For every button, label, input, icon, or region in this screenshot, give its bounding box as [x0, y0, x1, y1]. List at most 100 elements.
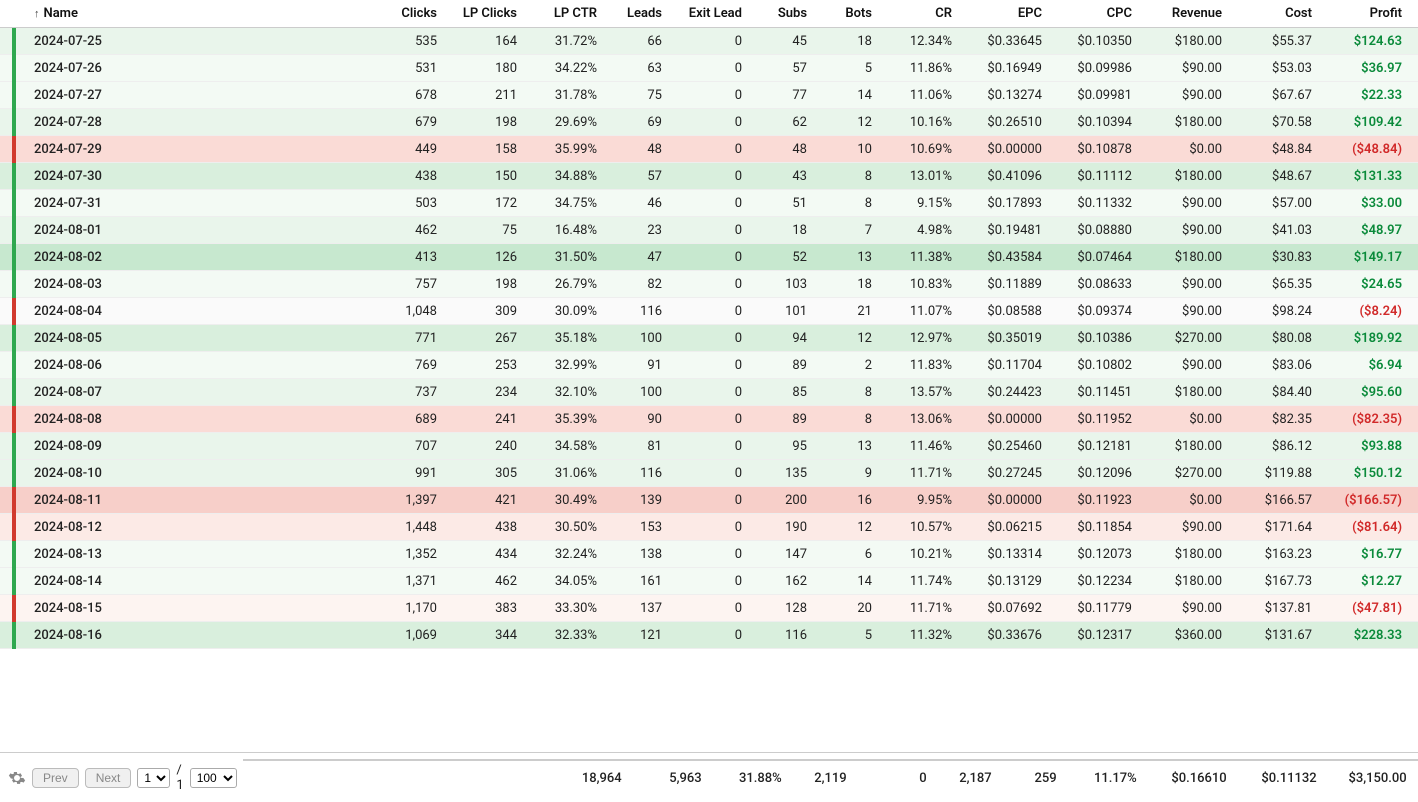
table-row[interactable]: 2024-08-0241312631.50%470521311.38%$0.43… — [0, 244, 1418, 271]
total-revenue: $3,150.00 — [1325, 760, 1415, 796]
col-leads[interactable]: Leads — [605, 0, 670, 28]
cell-name: 2024-08-08 — [0, 406, 380, 433]
table-row[interactable]: 2024-07-2653118034.22%63057511.86%$0.169… — [0, 55, 1418, 82]
cell-cost: $30.83 — [1230, 244, 1320, 271]
page-size-select[interactable]: 100 — [190, 768, 237, 788]
cell-lp_clicks: 434 — [445, 541, 525, 568]
col-cr[interactable]: CR — [880, 0, 960, 28]
cell-name: 2024-07-25 — [0, 28, 380, 55]
table-row[interactable]: 2024-07-2553516431.72%660451812.34%$0.33… — [0, 28, 1418, 55]
cell-roi: 269.83% — [1410, 163, 1418, 190]
table-row[interactable]: 2024-08-141,37146234.05%16101621411.74%$… — [0, 568, 1418, 595]
cell-profit: $48.97 — [1320, 217, 1410, 244]
cell-revenue: $90.00 — [1140, 352, 1230, 379]
profit-bar — [12, 595, 16, 622]
col-clicks[interactable]: Clicks — [380, 0, 445, 28]
cell-lp_ctr: 34.88% — [525, 163, 605, 190]
total-leads: 2,119 — [790, 760, 855, 796]
cell-lp_clicks: 421 — [445, 487, 525, 514]
col-cpc[interactable]: CPC — [1050, 0, 1140, 28]
cell-subs: 77 — [750, 82, 815, 109]
col-revenue[interactable]: Revenue — [1140, 0, 1230, 28]
cell-cpc: $0.09981 — [1050, 82, 1140, 109]
cell-epc: $0.27245 — [960, 460, 1050, 487]
cell-subs: 51 — [750, 190, 815, 217]
profit-bar — [12, 514, 16, 541]
cell-profit: $22.33 — [1320, 82, 1410, 109]
table-row[interactable]: 2024-08-041,04830930.09%11601012111.07%$… — [0, 298, 1418, 325]
cell-roi: 33.00% — [1410, 82, 1418, 109]
cell-bots: 21 — [815, 298, 880, 325]
cell-lp_clicks: 75 — [445, 217, 525, 244]
cell-leads: 57 — [605, 163, 670, 190]
table-row[interactable]: 2024-08-014627516.48%2301874.98%$0.19481… — [0, 217, 1418, 244]
cell-revenue: $90.00 — [1140, 55, 1230, 82]
cell-lp_clicks: 164 — [445, 28, 525, 55]
profit-bar — [12, 28, 16, 55]
cell-leads: 137 — [605, 595, 670, 622]
table-row[interactable]: 2024-08-151,17038333.30%13701282011.71%$… — [0, 595, 1418, 622]
cell-clicks: 503 — [380, 190, 445, 217]
page-select[interactable]: 1 — [137, 768, 170, 788]
col-exit_lead[interactable]: Exit Lead — [670, 0, 750, 28]
table-row[interactable]: 2024-08-111,39742130.49%1390200169.95%$0… — [0, 487, 1418, 514]
col-bots[interactable]: Bots — [815, 0, 880, 28]
prev-button[interactable]: Prev — [32, 768, 79, 788]
col-name[interactable]: ↑Name — [0, 0, 380, 28]
table-row[interactable]: 2024-08-0773723432.10%100085813.57%$0.24… — [0, 379, 1418, 406]
cell-profit: $36.97 — [1320, 55, 1410, 82]
cell-roi: 7.31% — [1410, 568, 1418, 595]
cell-clicks: 531 — [380, 55, 445, 82]
cell-cpc: $0.12073 — [1050, 541, 1140, 568]
gear-icon[interactable] — [8, 768, 26, 788]
table-row[interactable]: 2024-08-121,44843830.50%15301901210.57%$… — [0, 514, 1418, 541]
cell-bots: 18 — [815, 28, 880, 55]
table-row[interactable]: 2024-08-161,06934432.33%1210116511.32%$0… — [0, 622, 1418, 649]
col-epc[interactable]: EPC — [960, 0, 1050, 28]
col-cost[interactable]: Cost — [1230, 0, 1320, 28]
cell-roi: -100.00% — [1410, 136, 1418, 163]
cell-cost: $82.35 — [1230, 406, 1320, 433]
cell-cost: $70.58 — [1230, 109, 1320, 136]
table-row[interactable]: 2024-07-2767821131.78%750771411.06%$0.13… — [0, 82, 1418, 109]
table-row[interactable]: 2024-07-2867919829.69%690621210.16%$0.26… — [0, 109, 1418, 136]
col-lp_clicks[interactable]: LP Clicks — [445, 0, 525, 28]
cell-roi: 173.41% — [1410, 622, 1418, 649]
table-row[interactable]: 2024-07-2944915835.99%480481010.69%$0.00… — [0, 136, 1418, 163]
table-row[interactable]: 2024-08-0970724034.58%810951311.46%$0.25… — [0, 433, 1418, 460]
cell-revenue: $90.00 — [1140, 190, 1230, 217]
total-lp_ctr: 31.88% — [710, 760, 790, 796]
col-roi[interactable]: ROI — [1410, 0, 1418, 28]
table-row[interactable]: 2024-08-0375719826.79%8201031810.83%$0.1… — [0, 271, 1418, 298]
cell-cost: $98.24 — [1230, 298, 1320, 325]
total-bots: 259 — [1000, 760, 1065, 796]
cell-roi: -100.00% — [1410, 406, 1418, 433]
cell-lp_ctr: 32.33% — [525, 622, 605, 649]
cell-subs: 43 — [750, 163, 815, 190]
table-row[interactable]: 2024-08-1099130531.06%1160135911.71%$0.2… — [0, 460, 1418, 487]
cell-epc: $0.13129 — [960, 568, 1050, 595]
table-row[interactable]: 2024-08-0577126735.18%1000941212.97%$0.3… — [0, 325, 1418, 352]
cell-cr: 11.74% — [880, 568, 960, 595]
cell-subs: 190 — [750, 514, 815, 541]
cell-cost: $163.23 — [1230, 541, 1320, 568]
profit-bar — [12, 325, 16, 352]
cell-lp_clicks: 150 — [445, 163, 525, 190]
table-row[interactable]: 2024-08-0676925332.99%91089211.83%$0.117… — [0, 352, 1418, 379]
cell-subs: 101 — [750, 298, 815, 325]
table-row[interactable]: 2024-08-0868924135.39%90089813.06%$0.000… — [0, 406, 1418, 433]
col-profit[interactable]: Profit — [1320, 0, 1410, 28]
table-row[interactable]: 2024-07-3043815034.88%57043813.01%$0.410… — [0, 163, 1418, 190]
col-subs[interactable]: Subs — [750, 0, 815, 28]
col-lp_ctr[interactable]: LP CTR — [525, 0, 605, 28]
cell-lp_clicks: 126 — [445, 244, 525, 271]
cell-bots: 8 — [815, 163, 880, 190]
table-row[interactable]: 2024-07-3150317234.75%4605189.15%$0.1789… — [0, 190, 1418, 217]
profit-bar — [12, 433, 16, 460]
cell-cpc: $0.11854 — [1050, 514, 1140, 541]
cell-cpc: $0.11332 — [1050, 190, 1140, 217]
cell-profit: $24.65 — [1320, 271, 1410, 298]
table-row[interactable]: 2024-08-131,35243432.24%1380147610.21%$0… — [0, 541, 1418, 568]
next-button[interactable]: Next — [85, 768, 132, 788]
cell-lp_clicks: 180 — [445, 55, 525, 82]
